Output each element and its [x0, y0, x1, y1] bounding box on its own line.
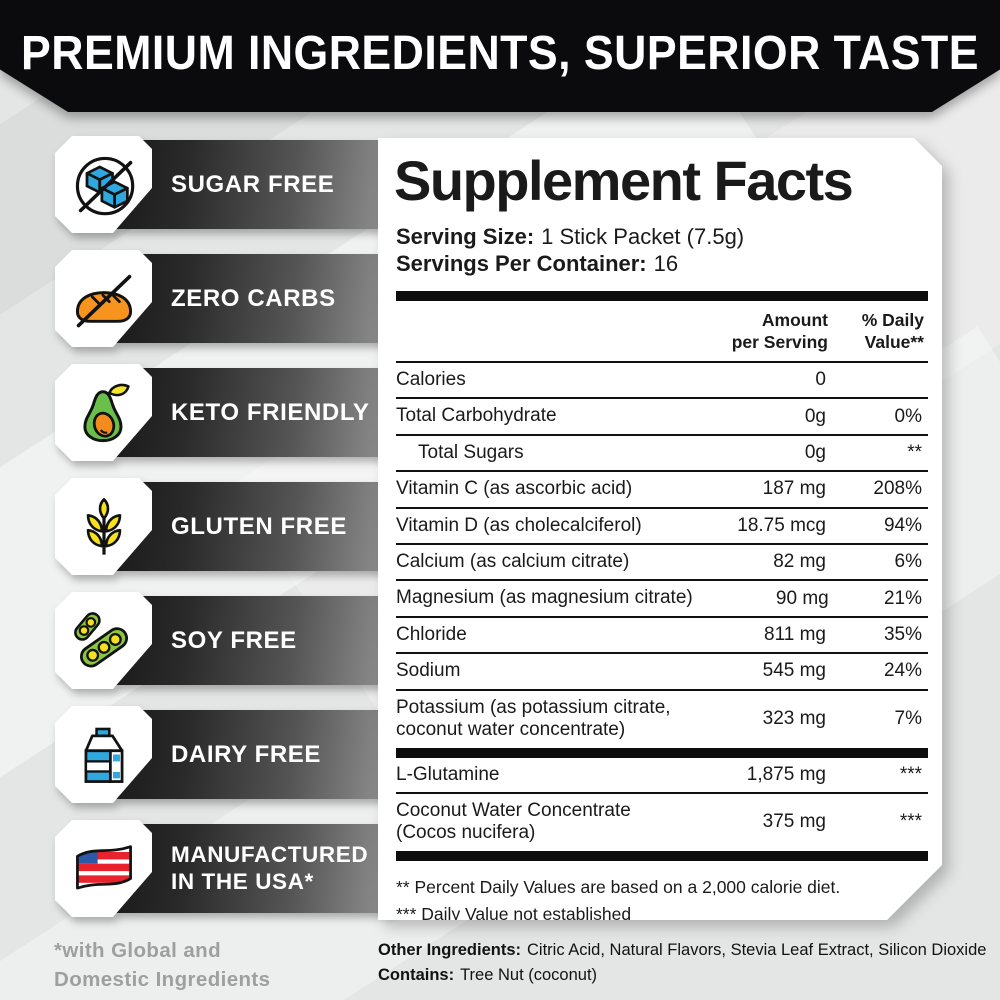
table-row: Calories 0	[396, 363, 928, 400]
serving-size-line: Serving Size: 1 Stick Packet (7.5g)	[396, 223, 928, 250]
table-header: Amount per Serving % Daily Value**	[396, 305, 928, 364]
serving-size-label: Serving Size:	[396, 224, 535, 249]
table-row: Vitamin C (as ascorbic acid) 187 mg 208%	[396, 472, 928, 509]
divider-thick	[396, 850, 928, 861]
other-ingredients: Other Ingredients: Citric Acid, Natural F…	[378, 938, 993, 988]
footnote-daily-values: ** Percent Daily Values are based on a 2…	[396, 876, 841, 897]
other-ingredients-label: Other Ingredients:	[378, 941, 522, 959]
banner-title: PREMIUM INGREDIENTS, SUPERIOR TASTE	[21, 26, 979, 80]
badge-soy-free: SOY FREE	[55, 592, 392, 689]
col-header-amount: Amount per Serving	[731, 309, 828, 353]
banner-shape: PREMIUM INGREDIENTS, SUPERIOR TASTE	[0, 0, 1000, 112]
table-row: Potassium (as potassium citrate, coconut…	[396, 696, 922, 741]
other-ingredients-value: Citric Acid, Natural Flavors, Stevia Lea…	[527, 941, 987, 959]
serving-size-value: 1 Stick Packet (7.5g)	[541, 224, 745, 249]
servings-value: 16	[653, 251, 679, 277]
table-row: L-Glutamine 1,875 mg ***	[396, 758, 928, 794]
supplement-facts-panel: Supplement Facts Serving Size: 1 Stick Pa…	[378, 138, 942, 920]
badge-label: MANUFACTURED	[171, 842, 369, 868]
table-row: Total Sugars 0g **	[396, 436, 928, 473]
footnote-not-established: *** Daily Value not established	[396, 903, 632, 924]
panel-title: Supplement Facts	[394, 149, 854, 212]
badge-icon-tile	[55, 136, 152, 233]
divider-thick	[396, 747, 928, 758]
badge-label: DAIRY FREE	[171, 740, 322, 768]
badge-dairy-free: DAIRY FREE	[55, 706, 392, 803]
gluten-free-icon	[86, 497, 121, 555]
badge-made-in-usa: MANUFACTURED IN THE USA*	[55, 820, 392, 917]
badge-sugar-free: SUGAR FREE	[55, 136, 392, 233]
panel-body: Supplement Facts Serving Size: 1 Stick Pa…	[378, 138, 942, 920]
badge-zero-carbs: ZERO CARBS	[55, 250, 392, 347]
badge-label: SOY FREE	[171, 626, 297, 654]
table-row: Total Carbohydrate 0g 0%	[396, 399, 928, 436]
top-banner: PREMIUM INGREDIENTS, SUPERIOR TASTE	[0, 0, 1000, 120]
soy-free-icon	[73, 611, 128, 667]
contains-label: Contains:	[378, 965, 455, 984]
table-row: Coconut Water Concentrate (Cocos nucifer…	[396, 799, 922, 844]
col-header-daily-value: % Daily Value**	[861, 309, 924, 353]
table-row: Sodium 545 mg 24%	[396, 654, 928, 691]
table-row: Chloride 811 mg 35%	[396, 618, 928, 655]
global-domestic-note: *with Global and Domestic Ingredients	[54, 939, 271, 992]
badge-keto-friendly: KETO FRIENDLY	[55, 364, 392, 461]
dairy-free-icon	[84, 727, 123, 783]
zero-carbs-icon	[75, 274, 132, 327]
divider-thick	[396, 290, 928, 301]
contains-line: Contains: Tree Nut (coconut)	[378, 963, 993, 988]
sugar-free-icon	[75, 156, 134, 215]
usa-flag-icon	[75, 844, 132, 890]
badge-label: GLUTEN FREE	[171, 512, 347, 540]
badge-label: KETO FRIENDLY	[171, 398, 370, 426]
badge-gluten-free: GLUTEN FREE	[55, 478, 392, 575]
badge-label-line2: IN THE USA*	[171, 868, 314, 894]
table-row: Magnesium (as magnesium citrate) 90 mg 2…	[396, 581, 928, 618]
table-row: Vitamin D (as cholecalciferol) 18.75 mcg…	[396, 509, 928, 546]
table-row: Calcium (as calcium citrate) 82 mg 6%	[396, 545, 928, 582]
servings-per-container-line: Servings Per Container: 16	[396, 250, 928, 277]
badge-icon-tile	[55, 592, 152, 689]
contains-value: Tree Nut (coconut)	[460, 965, 598, 984]
badge-label: SUGAR FREE	[171, 170, 335, 198]
other-ingredients-line: Other Ingredients: Citric Acid, Natural F…	[378, 938, 993, 963]
keto-friendly-icon	[82, 383, 130, 442]
footnotes: ** Percent Daily Values are based on a 2…	[396, 874, 928, 924]
badge-label: ZERO CARBS	[171, 284, 336, 312]
servings-label: Servings Per Container:	[396, 251, 647, 277]
